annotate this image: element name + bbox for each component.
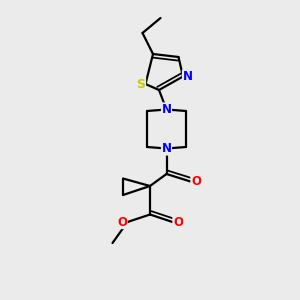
- Text: N: N: [161, 142, 172, 155]
- Text: O: O: [191, 175, 201, 188]
- Text: N: N: [161, 103, 172, 116]
- Text: O: O: [117, 215, 127, 229]
- Text: N: N: [182, 70, 193, 83]
- Text: O: O: [173, 215, 183, 229]
- Text: S: S: [136, 77, 146, 91]
